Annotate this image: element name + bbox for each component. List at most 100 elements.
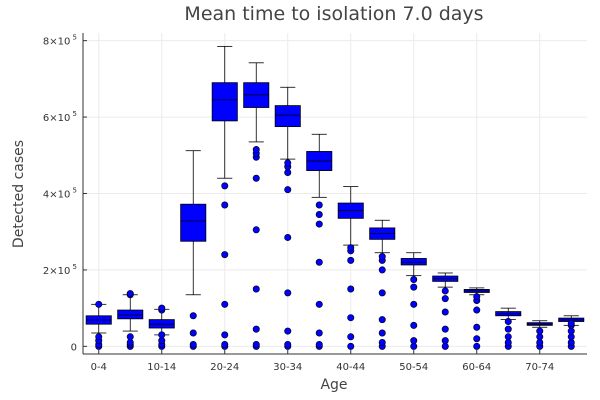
- outlier-point: [284, 233, 292, 241]
- x-tick-label: 70-74: [525, 362, 554, 373]
- outlier-point: [252, 285, 260, 293]
- outlier-point: [315, 340, 323, 348]
- x-tick-label: 10-14: [147, 362, 176, 373]
- box-30-34: [274, 86, 301, 160]
- outlier-point: [378, 289, 386, 297]
- box-iqr: [180, 203, 207, 242]
- outlier-point: [473, 293, 481, 301]
- outlier-point: [347, 342, 355, 350]
- outlier-point: [347, 244, 355, 252]
- outlier-point: [126, 333, 134, 341]
- outlier-point: [410, 337, 418, 345]
- outlier-point: [347, 314, 355, 322]
- box-0-4: [85, 303, 112, 334]
- outlier-point: [252, 174, 260, 182]
- outlier-point: [410, 275, 418, 283]
- outlier-point: [504, 333, 512, 341]
- outlier-point: [252, 340, 260, 348]
- outlier-point: [441, 337, 449, 345]
- box-iqr: [400, 258, 427, 266]
- y-axis-label: Detected cases: [11, 140, 27, 248]
- boxes: [85, 45, 585, 336]
- box-50-54: [400, 252, 427, 277]
- outlier-point: [95, 300, 103, 308]
- y-tick-label: 8×10 5: [43, 34, 77, 48]
- outlier-point: [95, 333, 103, 341]
- axes: [82, 33, 587, 355]
- x-tick-label: 20-24: [210, 362, 239, 373]
- outlier-point: [347, 256, 355, 264]
- outlier-point: [504, 318, 512, 326]
- box-20-24: [211, 45, 238, 179]
- x-axis-label: Age: [320, 377, 347, 393]
- box-iqr: [211, 82, 238, 122]
- outlier-point: [221, 201, 229, 209]
- y-tick-label: 2×10 5: [43, 263, 77, 277]
- outlier-point: [252, 226, 260, 234]
- outlier-point: [284, 340, 292, 348]
- outlier-point: [189, 329, 197, 337]
- box-40-44: [337, 186, 364, 246]
- outlier-point: [378, 329, 386, 337]
- outlier-point: [567, 319, 575, 327]
- outlier-point: [315, 220, 323, 228]
- x-tick-label: 0-4: [91, 362, 107, 373]
- outlier-point: [221, 182, 229, 190]
- box-5-9: [117, 294, 144, 332]
- tick-labels: 0 2×10 5 4×10 5 6×10 5 8×10 5 0-4 10-14 20-24 30…: [43, 34, 554, 373]
- outlier-point: [410, 283, 418, 291]
- outlier-point: [378, 316, 386, 324]
- y-tick-label: 4×10 5: [43, 187, 77, 201]
- outlier-point: [221, 331, 229, 339]
- y-tick-label: 0: [71, 342, 77, 353]
- outlier-point: [284, 327, 292, 335]
- outlier-point: [315, 201, 323, 209]
- outlier-point: [441, 308, 449, 316]
- outlier-point: [221, 340, 229, 348]
- chart-title: Mean time to isolation 7.0 days: [184, 3, 483, 25]
- grid-lines: [83, 33, 587, 354]
- y-tick-label: 6×10 5: [43, 110, 77, 124]
- x-tick-label: 30-34: [273, 362, 302, 373]
- outlier-point: [473, 306, 481, 314]
- outlier-point: [284, 159, 292, 167]
- outlier-point: [221, 300, 229, 308]
- outlier-point: [378, 266, 386, 274]
- outlier-point: [284, 289, 292, 297]
- outlier-point: [410, 300, 418, 308]
- outlier-point: [347, 333, 355, 341]
- outlier-point: [315, 211, 323, 219]
- box-55-59: [432, 272, 459, 288]
- outlier-point: [189, 312, 197, 320]
- outlier-point: [536, 327, 544, 335]
- x-tick-label: 60-64: [462, 362, 491, 373]
- box-15-19: [180, 150, 207, 296]
- outlier-point: [252, 146, 260, 154]
- outlier-point: [315, 329, 323, 337]
- box-iqr: [274, 105, 301, 128]
- box-65-69: [495, 307, 522, 321]
- outlier-point: [252, 325, 260, 333]
- x-tick-label: 40-44: [336, 362, 365, 373]
- box-35-39: [306, 133, 333, 198]
- outlier-point: [473, 342, 481, 350]
- outlier-point: [378, 253, 386, 261]
- outlier-point: [410, 321, 418, 329]
- box-70-74: [526, 320, 553, 328]
- outlier-point: [126, 290, 134, 298]
- outlier-point: [189, 340, 197, 348]
- outlier-point: [473, 335, 481, 343]
- outliers: [95, 146, 575, 350]
- outlier-point: [441, 287, 449, 295]
- outlier-point: [158, 331, 166, 339]
- outlier-point: [378, 339, 386, 347]
- outlier-point: [441, 325, 449, 333]
- x-tick-label: 50-54: [399, 362, 428, 373]
- outlier-point: [441, 295, 449, 303]
- outlier-point: [284, 186, 292, 194]
- outlier-point: [504, 325, 512, 333]
- outlier-point: [347, 285, 355, 293]
- outlier-point: [315, 258, 323, 266]
- box-25-29: [243, 62, 270, 143]
